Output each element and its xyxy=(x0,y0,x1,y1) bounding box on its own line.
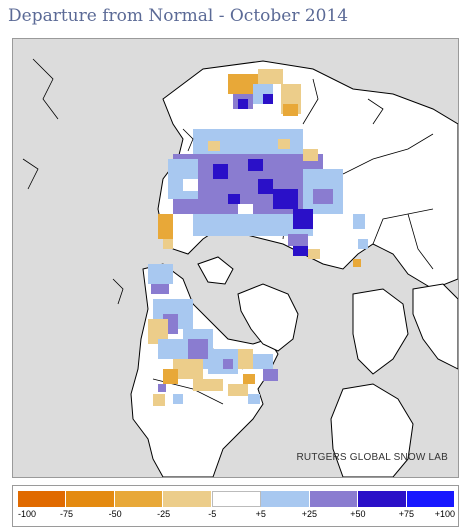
legend-label: -25 xyxy=(157,509,171,519)
map-credit: RUTGERS GLOBAL SNOW LAB xyxy=(296,452,448,463)
legend-label: -100 xyxy=(18,509,37,519)
greenland-landmass xyxy=(237,283,299,352)
legend-color-bar xyxy=(18,491,455,507)
legend-swatch xyxy=(114,491,164,507)
snow-departure-map: RUTGERS GLOBAL SNOW LAB xyxy=(12,38,459,478)
legend-label: -5 xyxy=(208,509,217,519)
legend-swatch xyxy=(406,491,455,507)
legend-swatch xyxy=(18,491,67,507)
legend-swatch xyxy=(261,491,310,507)
legend-label: +100 xyxy=(434,509,455,519)
arctic-islands xyxy=(197,256,234,285)
legend-label: -75 xyxy=(60,509,74,519)
map-canvas xyxy=(22,58,458,477)
south-asia-landmass xyxy=(352,288,409,375)
legend-swatch xyxy=(211,491,262,507)
legend-label: +75 xyxy=(398,509,415,519)
legend-label: -50 xyxy=(108,509,122,519)
color-legend: -100 -75 -50 -25 -5 +5 +25 +50 +75 +100 xyxy=(12,485,459,527)
legend-swatch xyxy=(358,491,407,507)
legend-swatch xyxy=(163,491,212,507)
anomaly-cells xyxy=(148,69,368,406)
legend-swatch xyxy=(309,491,359,507)
legend-swatch xyxy=(66,491,115,507)
africa-landmass xyxy=(330,383,414,477)
legend-label: +5 xyxy=(255,509,266,519)
page-title: Departure from Normal - October 2014 xyxy=(8,6,349,26)
legend-label: +50 xyxy=(350,509,366,519)
coastline-detail xyxy=(22,58,384,305)
legend-label: +25 xyxy=(301,509,317,519)
legend-labels: -100 -75 -50 -25 -5 +5 +25 +50 +75 +100 xyxy=(18,509,455,523)
southeast-asia-landmass xyxy=(412,283,458,370)
